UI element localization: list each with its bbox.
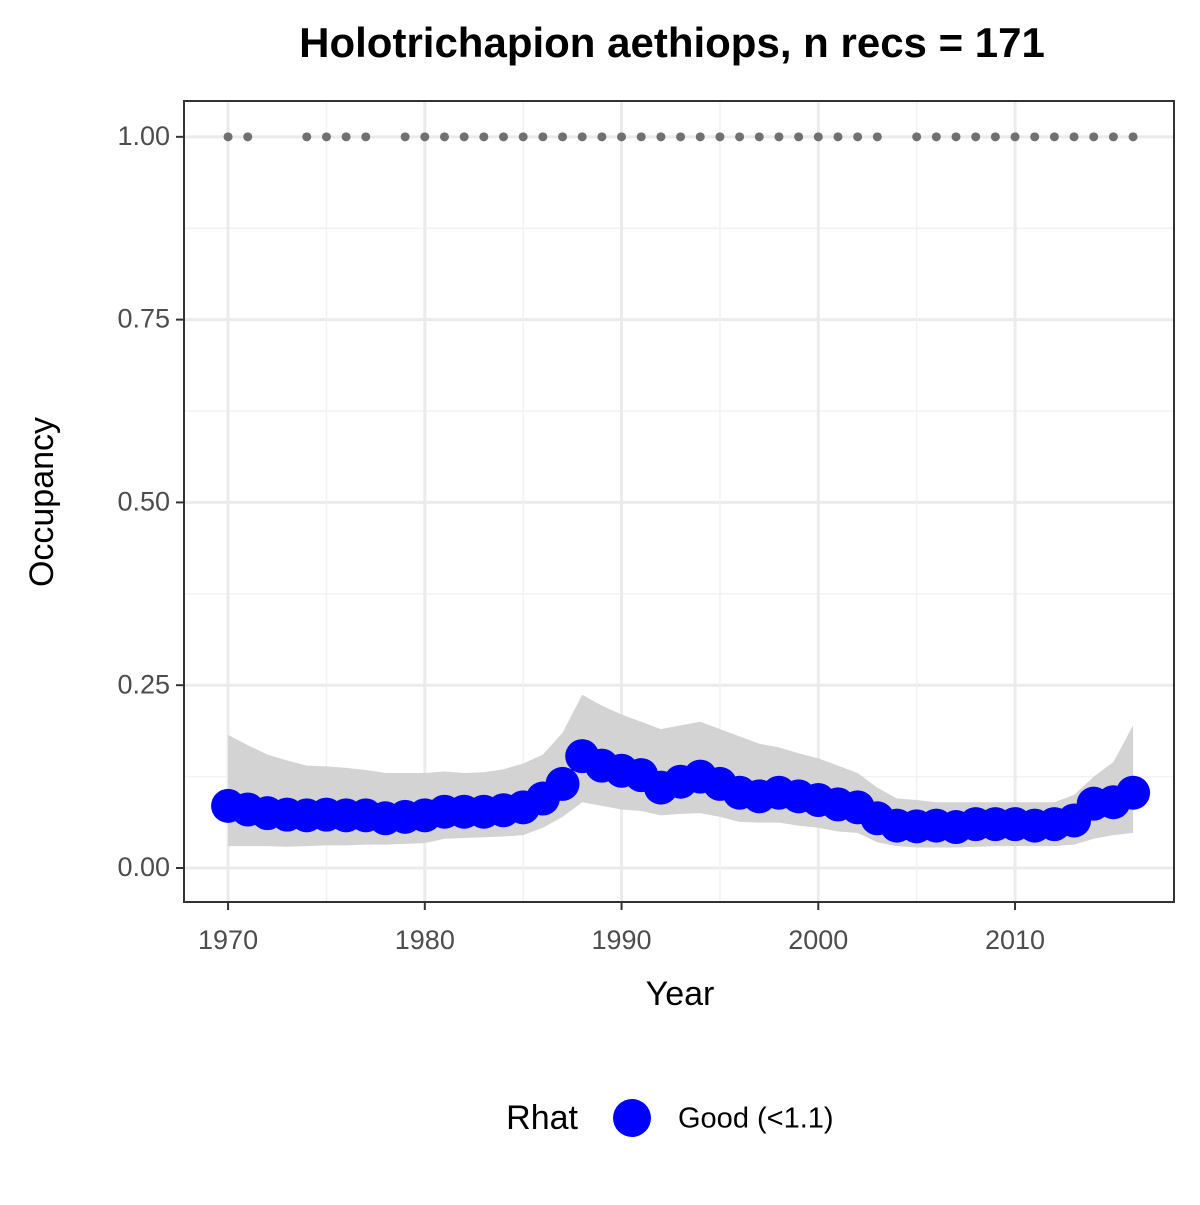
record-point	[774, 132, 784, 142]
record-point	[1108, 132, 1118, 142]
record-point	[321, 132, 331, 142]
x-axis-title: Year	[646, 975, 715, 1013]
record-point	[1089, 132, 1099, 142]
record-point	[990, 132, 1000, 142]
legend-marker	[613, 1099, 651, 1137]
record-point	[459, 132, 469, 142]
legend-title: Rhat	[506, 1099, 578, 1137]
record-point	[243, 132, 253, 142]
record-point	[735, 132, 745, 142]
record-point	[597, 132, 607, 142]
x-tick-label: 1980	[395, 925, 455, 955]
record-point	[676, 132, 686, 142]
record-point	[971, 132, 981, 142]
plot-area: 0.00 0.25 0.50 0.75 1.00 1970 1980 1990 2000 2010	[117, 100, 1175, 955]
series-point	[1116, 775, 1151, 810]
record-point	[715, 132, 725, 142]
x-tick-label: 2010	[985, 925, 1045, 955]
record-point	[695, 132, 705, 142]
series-point	[545, 766, 580, 801]
record-point	[1049, 132, 1059, 142]
record-point	[636, 132, 646, 142]
legend-label: Good (<1.1)	[678, 1103, 834, 1135]
y-tick-label: 0.75	[117, 304, 170, 334]
record-point	[794, 132, 804, 142]
y-tick-label: 0.25	[117, 669, 170, 699]
y-tick-label: 0.00	[117, 852, 170, 882]
record-point	[577, 132, 587, 142]
y-tick-label: 1.00	[117, 121, 170, 151]
record-point	[479, 132, 489, 142]
record-point	[518, 132, 528, 142]
x-tick-label: 2000	[788, 925, 848, 955]
legend: Good (<1.1)	[613, 1099, 834, 1137]
y-axis-title: Occupancy	[23, 417, 61, 587]
record-point	[341, 132, 351, 142]
record-point	[1128, 132, 1138, 142]
y-tick-label: 0.50	[117, 487, 170, 517]
record-point	[302, 132, 312, 142]
record-point	[931, 132, 941, 142]
x-tick-label: 1970	[198, 925, 258, 955]
record-point	[400, 132, 410, 142]
x-tick-label: 1990	[592, 925, 652, 955]
record-point	[1030, 132, 1040, 142]
record-point	[617, 132, 627, 142]
record-point	[439, 132, 449, 142]
record-point	[912, 132, 922, 142]
chart-title: Holotrichapion aethiops, n recs = 171	[299, 19, 1045, 66]
record-point	[853, 132, 863, 142]
record-point	[361, 132, 371, 142]
record-point	[420, 132, 430, 142]
record-point	[223, 132, 233, 142]
record-point	[656, 132, 666, 142]
record-point	[833, 132, 843, 142]
record-point	[754, 132, 764, 142]
record-point	[538, 132, 548, 142]
record-point	[951, 132, 961, 142]
record-point	[1069, 132, 1079, 142]
record-point	[1010, 132, 1020, 142]
record-point	[872, 132, 882, 142]
record-point	[499, 132, 509, 142]
record-point	[813, 132, 823, 142]
record-point	[558, 132, 568, 142]
